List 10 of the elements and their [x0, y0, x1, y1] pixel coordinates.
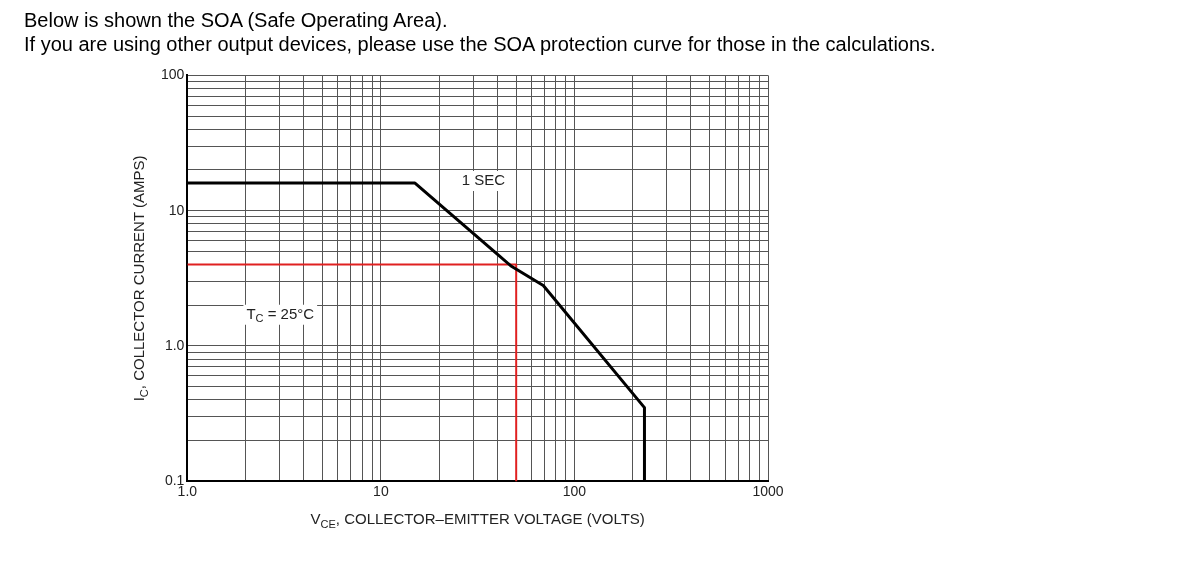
chart-subtitle: If you are using other output devices, please use the SOA protection curve for those in the calculations. — [24, 32, 937, 56]
y-tick-label: 1.0 — [164, 336, 185, 353]
y-axis-title: IC, COLLECTOR CURRENT (AMPS) — [130, 155, 150, 402]
y-tick-label: 100 — [161, 66, 185, 83]
annotation: 1 SEC — [461, 171, 506, 189]
chart-title: Below is shown the SOA (Safe Operating Area). — [24, 8, 449, 32]
x-tick-label: 10 — [373, 483, 389, 500]
x-tick-label: 1000 — [752, 483, 784, 500]
x-tick-label: 100 — [562, 483, 587, 500]
y-tick-label: 10 — [168, 201, 185, 218]
